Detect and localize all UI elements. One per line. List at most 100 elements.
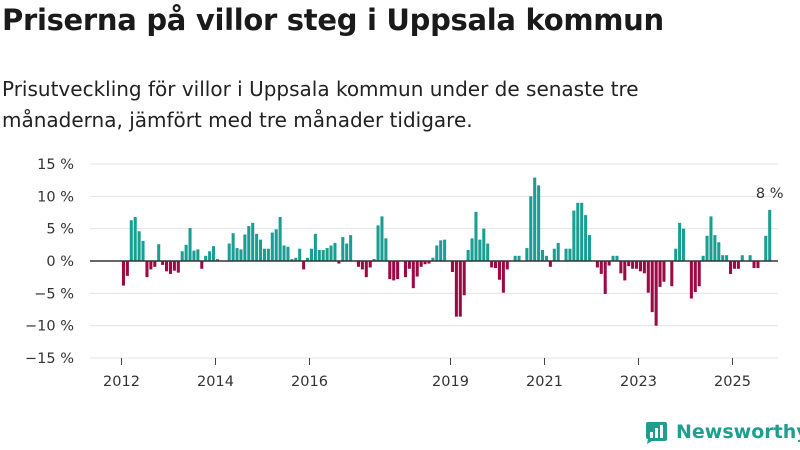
bar xyxy=(161,261,165,265)
bar xyxy=(176,261,180,273)
bar xyxy=(172,261,176,271)
bar xyxy=(376,225,380,261)
bar xyxy=(255,233,259,261)
bar xyxy=(333,242,337,261)
bar xyxy=(603,261,607,294)
bar xyxy=(713,235,717,261)
bar xyxy=(286,246,290,261)
bar xyxy=(682,228,686,261)
bar xyxy=(153,261,157,267)
bar xyxy=(548,261,552,267)
bar xyxy=(121,261,125,286)
bar xyxy=(627,261,631,267)
bar xyxy=(646,261,650,293)
x-tick-label: 2016 xyxy=(291,374,328,390)
bar xyxy=(165,261,169,272)
bar xyxy=(486,243,490,261)
bar xyxy=(572,210,576,261)
bar xyxy=(462,261,466,296)
bar xyxy=(364,261,368,278)
bar xyxy=(642,261,646,274)
bar xyxy=(541,250,545,261)
bar xyxy=(231,233,235,261)
bar xyxy=(125,261,129,276)
bar xyxy=(482,228,486,261)
bar xyxy=(149,261,153,270)
bar xyxy=(212,246,216,261)
bar xyxy=(443,239,447,261)
bar xyxy=(431,257,435,261)
bar xyxy=(544,255,548,261)
x-tick-label: 2021 xyxy=(526,374,563,390)
bar xyxy=(259,239,263,261)
bar xyxy=(251,222,255,261)
last-value-label: 8 % xyxy=(756,186,784,202)
bar xyxy=(317,250,321,261)
grid-lines xyxy=(90,163,778,359)
bar xyxy=(329,245,333,261)
bar xyxy=(552,248,556,261)
bar xyxy=(419,261,423,267)
bar xyxy=(501,261,505,293)
bar xyxy=(204,255,208,261)
bar xyxy=(227,243,231,261)
bar xyxy=(474,211,478,261)
bar xyxy=(756,261,760,269)
bar xyxy=(466,250,470,261)
bar xyxy=(568,248,572,261)
bar xyxy=(309,248,313,261)
chart-title: Priserna på villor steg i Uppsala kommun xyxy=(2,3,664,37)
bar xyxy=(384,238,388,261)
bar xyxy=(262,248,266,261)
bar xyxy=(435,245,439,261)
newsworthy-logo-icon xyxy=(646,422,667,444)
bar xyxy=(407,261,411,269)
bar xyxy=(505,261,509,270)
bar xyxy=(580,202,584,261)
bar xyxy=(670,261,674,287)
x-tick-label: 2025 xyxy=(714,374,751,390)
bar xyxy=(729,261,733,274)
bar xyxy=(615,255,619,261)
bar xyxy=(525,248,529,261)
bar xyxy=(717,242,721,261)
bar xyxy=(623,261,627,281)
bar xyxy=(658,261,662,287)
bar xyxy=(450,261,454,272)
brand-name: Newsworthy xyxy=(676,420,800,443)
bar xyxy=(709,216,713,261)
bar xyxy=(372,259,376,261)
bar xyxy=(392,261,396,281)
bar xyxy=(368,261,372,268)
bar xyxy=(678,222,682,261)
bar xyxy=(337,261,341,264)
bar xyxy=(180,251,184,261)
bar xyxy=(537,185,541,261)
bar xyxy=(133,217,137,261)
bar xyxy=(302,261,306,270)
bar xyxy=(325,248,329,261)
bar xyxy=(478,239,482,261)
bar xyxy=(576,202,580,261)
bar xyxy=(748,255,752,261)
bar xyxy=(356,261,360,267)
bar xyxy=(693,261,697,293)
bar xyxy=(513,255,517,261)
bar xyxy=(638,261,642,272)
y-tick-label: 0 % xyxy=(46,254,74,270)
bar xyxy=(196,249,200,261)
bar xyxy=(458,261,462,317)
bar xyxy=(764,235,768,261)
bar xyxy=(341,237,345,261)
bar xyxy=(294,257,298,261)
bar xyxy=(768,209,772,261)
bar xyxy=(184,244,188,261)
bar xyxy=(725,255,729,261)
bar xyxy=(564,248,568,261)
bar xyxy=(470,238,474,261)
y-tick-label: 10 % xyxy=(37,189,74,205)
bar xyxy=(313,233,317,261)
bar xyxy=(235,248,239,261)
axes: 15 % 10 % 5 % 0 % −5 % −10 % −15 % 2012 2014 2016… xyxy=(25,157,784,390)
